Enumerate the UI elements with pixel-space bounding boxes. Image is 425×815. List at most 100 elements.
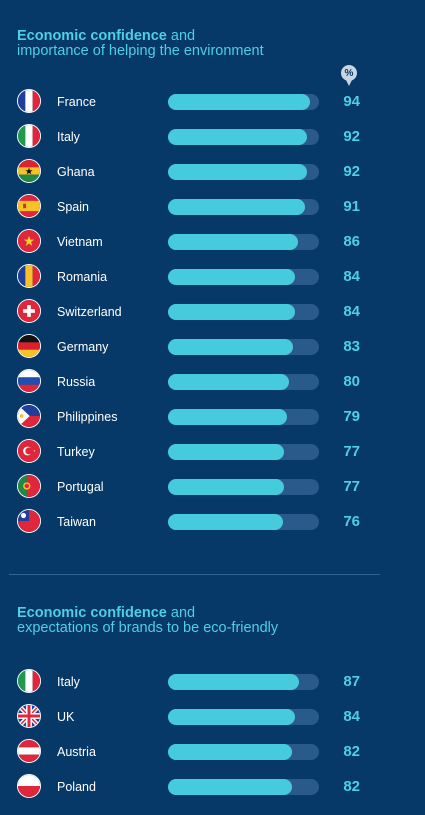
- bar-row: Portugal 77: [0, 474, 425, 500]
- data-label: 84: [343, 268, 360, 285]
- bar-row: UK 84: [0, 704, 425, 730]
- category-label: Austria: [57, 745, 96, 759]
- bar-row: Ghana 92: [0, 159, 425, 185]
- bar-row: Italy 87: [0, 669, 425, 695]
- percent-badge-icon: %: [341, 65, 357, 86]
- bar-row: Germany 83: [0, 334, 425, 360]
- bar-track: [168, 304, 319, 320]
- category-label: Germany: [57, 340, 109, 354]
- bar-row: Turkey 77: [0, 439, 425, 465]
- category-label: Russia: [57, 375, 96, 389]
- bar: [168, 674, 300, 690]
- bar: [168, 779, 292, 795]
- poland-flag-icon: [17, 774, 41, 798]
- category-label: UK: [57, 710, 75, 724]
- bar-row: Italy 92: [0, 124, 425, 150]
- data-label: 82: [343, 743, 360, 760]
- austria-flag-icon: [17, 739, 41, 763]
- chart-title-bold: Economic confidence: [17, 605, 167, 621]
- bar-row: Switzerland 84: [0, 299, 425, 325]
- bar-track: [168, 164, 319, 180]
- data-label: 92: [343, 128, 360, 145]
- bar: [168, 94, 310, 110]
- germany-flag-icon: [17, 334, 41, 358]
- data-label: 79: [343, 408, 360, 425]
- bar: [168, 444, 285, 460]
- category-label: France: [57, 95, 96, 109]
- category-label: Portugal: [57, 480, 104, 494]
- bar-track: [168, 409, 319, 425]
- taiwan-flag-icon: [17, 509, 41, 533]
- italy-flag-icon: [17, 669, 41, 693]
- bar-row: Russia 80: [0, 369, 425, 395]
- bar: [168, 234, 298, 250]
- turkey-flag-icon: [17, 439, 41, 463]
- category-label: Italy: [57, 675, 80, 689]
- data-label: 77: [343, 478, 360, 495]
- philippines-flag-icon: [17, 404, 41, 428]
- bar-row: Romania 84: [0, 264, 425, 290]
- bar-track: [168, 269, 319, 285]
- bar-track: [168, 234, 319, 250]
- bar-track: [168, 199, 319, 215]
- chart-title: Economic confidence and expectations of …: [17, 606, 278, 636]
- bar: [168, 744, 292, 760]
- italy-flag-icon: [17, 124, 41, 148]
- chart-title: Economic confidence and importance of he…: [17, 29, 264, 59]
- data-label: 84: [343, 708, 360, 725]
- bar: [168, 129, 307, 145]
- bar-track: [168, 479, 319, 495]
- bar-track: [168, 94, 319, 110]
- bar-row: Vietnam 86: [0, 229, 425, 255]
- data-label: 76: [343, 513, 360, 530]
- romania-flag-icon: [17, 264, 41, 288]
- data-label: 92: [343, 163, 360, 180]
- bar-track: [168, 129, 319, 145]
- uk-flag-icon: [17, 704, 41, 728]
- bar: [168, 304, 295, 320]
- bar-row: Austria 82: [0, 739, 425, 765]
- bar-track: [168, 514, 319, 530]
- bar: [168, 269, 295, 285]
- chart-title-line2: importance of helping the environment: [17, 43, 264, 59]
- bar-track: [168, 744, 319, 760]
- category-label: Italy: [57, 130, 80, 144]
- portugal-flag-icon: [17, 474, 41, 498]
- bar: [168, 709, 295, 725]
- chart-title-rest: and: [166, 605, 196, 621]
- bar: [168, 479, 285, 495]
- data-label: 94: [343, 93, 360, 110]
- bar: [168, 409, 288, 425]
- section-divider: [9, 574, 380, 575]
- bar: [168, 514, 283, 530]
- category-label: Vietnam: [57, 235, 103, 249]
- category-label: Poland: [57, 780, 96, 794]
- bar-track: [168, 674, 319, 690]
- data-label: 87: [343, 673, 360, 690]
- bar-track: [168, 444, 319, 460]
- chart-title-rest: and: [166, 28, 196, 44]
- category-label: Ghana: [57, 165, 95, 179]
- data-label: 82: [343, 778, 360, 795]
- bar: [168, 199, 306, 215]
- bar: [168, 164, 307, 180]
- category-label: Romania: [57, 270, 108, 284]
- data-label: 84: [343, 303, 360, 320]
- bar: [168, 374, 289, 390]
- bar-row: Poland 82: [0, 774, 425, 800]
- category-label: Taiwan: [57, 515, 96, 529]
- bar: [168, 339, 294, 355]
- data-label: 83: [343, 338, 360, 355]
- bar-row: Taiwan 76: [0, 509, 425, 535]
- vietnam-flag-icon: [17, 229, 41, 253]
- bar-track: [168, 709, 319, 725]
- data-label: 80: [343, 373, 360, 390]
- switzerland-flag-icon: [17, 299, 41, 323]
- bar-track: [168, 339, 319, 355]
- data-label: 91: [343, 198, 360, 215]
- category-label: Spain: [57, 200, 89, 214]
- ghana-flag-icon: [17, 159, 41, 183]
- chart-title-line2: expectations of brands to be eco-friendl…: [17, 620, 279, 636]
- data-label: 77: [343, 443, 360, 460]
- russia-flag-icon: [17, 369, 41, 393]
